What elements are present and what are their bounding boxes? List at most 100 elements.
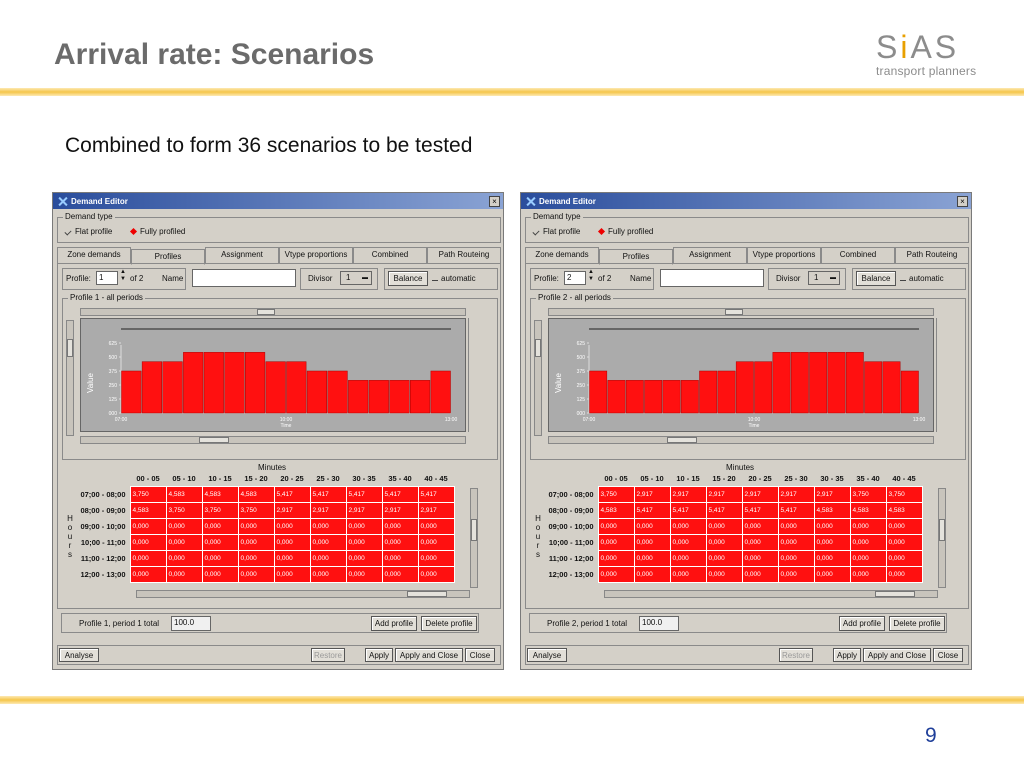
table-cell[interactable]: 5,417 — [705, 501, 743, 519]
scroll-thumb[interactable] — [257, 309, 275, 315]
tab-zone-demands[interactable]: Zone demands — [57, 247, 131, 263]
close-button[interactable]: Close — [933, 648, 963, 662]
table-cell[interactable]: 0,000 — [273, 549, 311, 567]
table-cell[interactable]: 5,417 — [669, 501, 707, 519]
table-cell[interactable]: 4,583 — [201, 485, 239, 503]
chart-bar[interactable] — [735, 361, 754, 414]
table-cell[interactable]: 0,000 — [309, 549, 347, 567]
chart-bar[interactable] — [900, 370, 919, 414]
table-cell[interactable]: 0,000 — [849, 533, 887, 551]
chart-bar[interactable] — [790, 352, 809, 414]
profile-spinner-icon[interactable]: ▲ ▼ — [120, 269, 126, 282]
table-cell[interactable]: 4,583 — [849, 501, 887, 519]
close-icon[interactable]: × — [489, 195, 500, 207]
table-cell[interactable]: 5,417 — [309, 485, 347, 503]
table-cell[interactable]: 2,917 — [669, 485, 707, 503]
table-cell[interactable]: 0,000 — [309, 533, 347, 551]
table-cell[interactable]: 0,000 — [165, 565, 203, 583]
chart-bar[interactable] — [772, 352, 791, 414]
chart-bar[interactable] — [306, 370, 327, 414]
table-cell[interactable]: 0,000 — [633, 565, 671, 583]
analyse-button[interactable]: Analyse — [527, 648, 567, 662]
table-cell[interactable]: 0,000 — [201, 517, 239, 535]
table-cell[interactable]: 3,750 — [597, 485, 635, 503]
tab-zone-demands[interactable]: Zone demands — [525, 247, 599, 263]
close-icon[interactable]: × — [957, 195, 968, 207]
table-cell[interactable]: 2,917 — [741, 485, 779, 503]
chart-bar[interactable] — [717, 370, 736, 414]
table-cell[interactable]: 4,583 — [129, 501, 167, 519]
table-cell[interactable]: 5,417 — [273, 485, 311, 503]
table-cell[interactable]: 0,000 — [633, 533, 671, 551]
chart-top-scrollbar[interactable] — [548, 308, 934, 316]
table-cell[interactable]: 0,000 — [165, 517, 203, 535]
scroll-thumb[interactable] — [875, 591, 915, 597]
table-cell[interactable]: 0,000 — [345, 565, 383, 583]
table-cell[interactable]: 0,000 — [165, 533, 203, 551]
add-profile-button[interactable]: Add profile — [839, 616, 885, 631]
table-cell[interactable]: 0,000 — [813, 533, 851, 551]
profile-number-field[interactable]: 1 — [96, 271, 118, 285]
table-cell[interactable]: 2,917 — [777, 485, 815, 503]
table-cell[interactable]: 0,000 — [417, 533, 455, 551]
chart-bottom-scrollbar[interactable] — [80, 436, 466, 444]
table-cell[interactable]: 0,000 — [417, 549, 455, 567]
divisor-select[interactable]: 1 ▬ — [808, 271, 840, 285]
table-cell[interactable]: 0,000 — [129, 533, 167, 551]
table-cell[interactable]: 3,750 — [237, 501, 275, 519]
apply-button[interactable]: Apply — [365, 648, 393, 662]
scroll-thumb[interactable] — [667, 437, 697, 443]
table-cell[interactable]: 0,000 — [669, 533, 707, 551]
table-vertical-scrollbar[interactable] — [938, 488, 946, 588]
chart-bar[interactable] — [183, 352, 204, 414]
table-cell[interactable]: 0,000 — [741, 533, 779, 551]
chart-bar[interactable] — [699, 370, 718, 414]
table-cell[interactable]: 4,583 — [237, 485, 275, 503]
restore-button[interactable]: Restore — [779, 648, 813, 662]
table-cell[interactable]: 4,583 — [165, 485, 203, 503]
chart-vertical-scrollbar[interactable] — [534, 320, 542, 436]
divisor-select[interactable]: 1 ▬ — [340, 271, 372, 285]
table-cell[interactable]: 4,583 — [813, 501, 851, 519]
table-cell[interactable]: 2,917 — [381, 501, 419, 519]
period-total-field[interactable]: 100.0 — [171, 616, 211, 631]
table-cell[interactable]: 2,917 — [633, 485, 671, 503]
table-cell[interactable]: 0,000 — [669, 549, 707, 567]
table-cell[interactable]: 0,000 — [885, 533, 923, 551]
table-vertical-scrollbar[interactable] — [470, 488, 478, 588]
table-cell[interactable]: 0,000 — [201, 533, 239, 551]
chart-bottom-scrollbar[interactable] — [548, 436, 934, 444]
table-cell[interactable]: 2,917 — [309, 501, 347, 519]
table-cell[interactable]: 0,000 — [597, 533, 635, 551]
tab-path-routeing[interactable]: Path Routeing — [427, 247, 501, 263]
table-cell[interactable]: 0,000 — [597, 549, 635, 567]
table-cell[interactable]: 0,000 — [777, 549, 815, 567]
table-cell[interactable]: 0,000 — [309, 565, 347, 583]
table-cell[interactable]: 0,000 — [777, 533, 815, 551]
chart-bar[interactable] — [754, 361, 773, 414]
name-field[interactable] — [192, 269, 296, 287]
chart-bar[interactable] — [680, 380, 699, 414]
table-cell[interactable]: 0,000 — [345, 549, 383, 567]
table-cell[interactable]: 5,417 — [381, 485, 419, 503]
table-cell[interactable]: 0,000 — [201, 565, 239, 583]
table-cell[interactable]: 0,000 — [669, 517, 707, 535]
table-cell[interactable]: 0,000 — [813, 549, 851, 567]
chart-bar[interactable] — [882, 361, 901, 414]
table-cell[interactable]: 0,000 — [885, 549, 923, 567]
table-cell[interactable]: 0,000 — [237, 533, 275, 551]
table-cell[interactable]: 0,000 — [237, 517, 275, 535]
tab-assignment[interactable]: Assignment — [673, 247, 747, 263]
scroll-thumb[interactable] — [67, 339, 73, 357]
automatic-checkbox[interactable]: automatic — [900, 274, 944, 283]
table-cell[interactable]: 0,000 — [777, 565, 815, 583]
profile-number-field[interactable]: 2 — [564, 271, 586, 285]
scroll-thumb[interactable] — [471, 519, 477, 541]
chart-bar[interactable] — [430, 370, 451, 414]
table-cell[interactable]: 0,000 — [849, 565, 887, 583]
table-cell[interactable]: 0,000 — [381, 533, 419, 551]
apply-and-close-button[interactable]: Apply and Close — [395, 648, 463, 662]
table-cell[interactable]: 0,000 — [597, 517, 635, 535]
table-cell[interactable]: 0,000 — [705, 565, 743, 583]
tab-vtype-proportions[interactable]: Vtype proportions — [747, 247, 821, 263]
